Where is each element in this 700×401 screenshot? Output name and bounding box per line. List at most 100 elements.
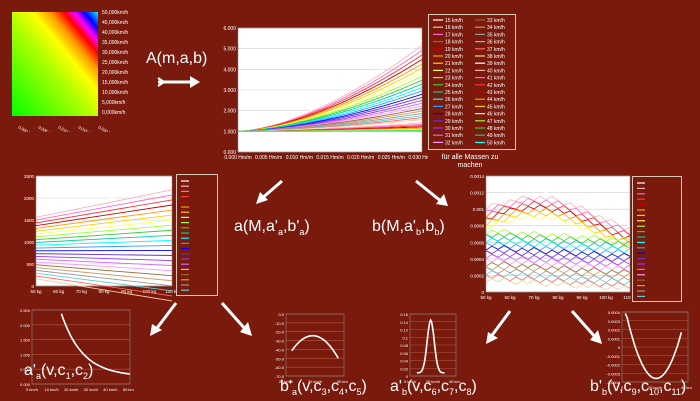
ytick-label: 0.0001 — [608, 336, 621, 341]
ytick-label: 0.0004 — [470, 257, 484, 262]
ytick-label: 2.000 — [20, 323, 31, 328]
ytick-label: 1000 — [24, 240, 35, 245]
heatmap-legend-label: 5,000km/h — [102, 100, 125, 106]
legend-label: 17 km/h — [445, 32, 463, 38]
legend-label: 16 km/h — [445, 25, 463, 31]
ytick-label: 5.000 — [223, 47, 236, 53]
heatmap-legend-label: 15,000km/h — [102, 80, 128, 86]
xtick-label: 0.000 Hm/m — [224, 155, 251, 161]
xtick-label: 100 kg — [599, 295, 613, 300]
legend-label: 34 km/h — [487, 25, 505, 31]
legend-label: 45 km/h — [487, 104, 505, 110]
heatmap-legend-label: 40,000km/h — [102, 30, 128, 36]
ytick-label: 3.000 — [223, 88, 236, 94]
formula-a-prime-a: a'a(v,c1,c2) — [24, 362, 93, 381]
legend-label: 38 km/h — [487, 54, 505, 60]
formula-b-of-M: b(M,a'b,bb) — [372, 218, 445, 237]
ytick-label: 0.02 — [400, 366, 409, 371]
ytick-label: 0.1 — [402, 335, 408, 340]
ytick-label: 2500 — [24, 174, 35, 179]
heatmap-chart — [12, 12, 98, 116]
ytick-label: -40.0 — [275, 347, 285, 352]
heatmap-legend-label: 20,000km/h — [102, 70, 128, 76]
heatmap-legend-label: 0,000km/h — [102, 110, 125, 116]
ytick-label: 1.500 — [20, 338, 31, 343]
ytick-label: 0.0012 — [470, 191, 484, 196]
legend-label: 46 km/h — [487, 112, 505, 118]
legend-label: 35 km/h — [487, 32, 505, 38]
legend-label: 27 km/h — [445, 104, 463, 110]
legend-label: 40 km/h — [487, 68, 505, 74]
arrow-down-left-icon — [480, 308, 514, 348]
xtick-label: 50 kg — [30, 289, 42, 294]
ytick-label: 0.0 — [278, 312, 284, 317]
legend-label: 32 km/h — [445, 140, 463, 146]
formula-b-prime-a: b'a(v,c3,c4,c5) — [280, 378, 367, 397]
ytick-label: 0.08 — [400, 343, 409, 348]
xtick-label: 0.015 Hm/m — [316, 155, 343, 161]
legend-label: 43 km/h — [487, 90, 505, 96]
xtick-label: 50 kg — [480, 295, 492, 300]
legend-label: 30 km/h — [445, 126, 463, 132]
arrow-down-left-icon — [252, 178, 286, 206]
legend-label: 15 km/h — [445, 18, 463, 24]
ytick-label: -0.0003 — [606, 371, 620, 376]
ytick-label: 0.0002 — [470, 273, 484, 278]
legend-label: 48 km/h — [487, 126, 505, 132]
legend-label: 18 km/h — [445, 40, 463, 46]
ytick-label: -10.0 — [275, 321, 285, 326]
legend-label: 23 km/h — [445, 76, 463, 82]
ytick-label: 0.0014 — [470, 174, 484, 179]
legend-label: 26 km/h — [445, 97, 463, 103]
ytick-label: 1500 — [24, 218, 35, 223]
legend-label: 22 km/h — [445, 68, 463, 74]
ytick-label: -50.0 — [275, 356, 285, 361]
ytick-label: 1.000 — [20, 352, 31, 357]
ytick-label: 4.000 — [223, 67, 236, 73]
legend-label: 21 km/h — [445, 61, 463, 67]
xtick-label: 50 km/h — [123, 387, 134, 392]
legend-label: 25 km/h — [445, 90, 463, 96]
heatmap-xtick: 0.010 Hm/m — [58, 125, 80, 132]
xtick-label: 10 km/h — [44, 387, 58, 392]
xtick-label: 0.030 Hm/m — [408, 155, 428, 161]
ytick-label: 1.000 — [223, 129, 236, 135]
heatmap-legend-label: 10,000km/h — [102, 90, 128, 96]
ytick-label: 0.0008 — [470, 224, 484, 229]
legend-label: 49 km/h — [487, 133, 505, 139]
ytick-label: 500 — [26, 262, 34, 267]
ytick-label: 0.12 — [400, 328, 409, 333]
xtick-label: 0.005 Hm/m — [255, 155, 282, 161]
ytick-label: 2.000 — [223, 109, 236, 115]
heatmap-xtick: 0.015 Hm/m — [78, 125, 100, 132]
legend-label: 24 km/h — [445, 83, 463, 89]
ytick-label: -30.0 — [275, 339, 285, 344]
xtick-label: 0.020 Hm/m — [347, 155, 374, 161]
xtick-label: 30 km/h — [84, 387, 98, 392]
formula-b-prime-b: b'b(v,c9,c10,c11) — [590, 378, 686, 397]
heatmap-xtick: 0.020 Hm/m — [98, 125, 120, 132]
legend-label: 50 km/h — [487, 140, 505, 146]
b-of-M-legend — [632, 176, 682, 302]
xtick-label: 90 kg — [576, 295, 588, 300]
legend-label: 33 km/h — [487, 18, 505, 24]
heatmap-legend-label: 35,000km/h — [102, 40, 128, 46]
legend-label: 47 km/h — [487, 119, 505, 125]
ytick-label: 0 — [618, 345, 621, 350]
legend-label: 29 km/h — [445, 119, 463, 125]
b-of-M-svg: 0.00140.00120.0010.00080.00060.00040.000… — [456, 172, 632, 302]
legend-label: 41 km/h — [487, 76, 505, 82]
xtick-label: 40 km/h — [103, 387, 117, 392]
formula-A: A(m,a,b) — [146, 50, 207, 68]
xtick-label: 60 kg — [53, 289, 65, 294]
ytick-label: 6.000 — [223, 26, 236, 32]
ytick-label: 0.001 — [473, 207, 485, 212]
xtick-label: 80 kg — [552, 295, 564, 300]
heatmap-svg — [12, 12, 98, 116]
heatmap-field — [12, 12, 98, 116]
